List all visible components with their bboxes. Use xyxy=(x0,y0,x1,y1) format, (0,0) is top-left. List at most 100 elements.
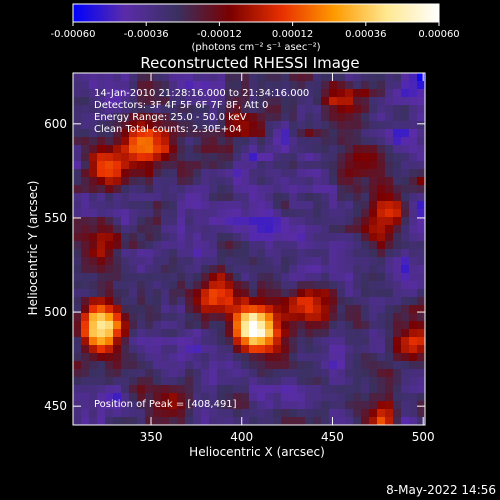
heatmap-cell xyxy=(113,97,122,106)
heatmap-cell xyxy=(137,289,146,298)
heatmap-cell xyxy=(201,369,210,378)
heatmap-cell xyxy=(145,73,154,82)
heatmap-cell xyxy=(81,313,90,322)
heatmap-cell xyxy=(201,305,210,314)
heatmap-cell xyxy=(193,281,202,290)
heatmap-cell xyxy=(169,73,178,82)
heatmap-cell xyxy=(281,385,290,394)
heatmap-cell xyxy=(393,369,402,378)
heatmap-cell xyxy=(169,129,178,138)
heatmap-cell xyxy=(417,417,425,425)
heatmap-cell xyxy=(113,409,122,418)
heatmap-cell xyxy=(361,361,370,370)
heatmap-cell xyxy=(401,113,410,122)
heatmap-cell xyxy=(81,353,90,362)
heatmap-cell xyxy=(241,241,250,250)
heatmap-cell xyxy=(161,345,170,354)
heatmap-cell xyxy=(225,185,234,194)
heatmap-cell xyxy=(233,217,242,226)
heatmap-cell xyxy=(417,409,425,418)
heatmap-cell xyxy=(265,249,274,258)
heatmap-cell xyxy=(249,257,258,266)
heatmap-cell xyxy=(297,121,306,130)
heatmap-cell xyxy=(289,337,298,346)
heatmap-cell xyxy=(217,113,226,122)
heatmap-cell xyxy=(329,369,338,378)
heatmap-cell xyxy=(417,345,425,354)
heatmap-cell xyxy=(385,329,394,338)
heatmap-cell xyxy=(121,145,130,154)
heatmap-cell xyxy=(265,385,274,394)
heatmap-cell xyxy=(393,217,402,226)
heatmap-cell xyxy=(281,297,290,306)
heatmap-cell xyxy=(241,401,250,410)
heatmap-cell xyxy=(361,401,370,410)
heatmap-cell xyxy=(201,353,210,362)
heatmap-cell xyxy=(169,225,178,234)
heatmap-cell xyxy=(145,121,154,130)
heatmap-cell xyxy=(97,289,106,298)
heatmap-cell xyxy=(417,161,425,170)
heatmap-cell xyxy=(137,385,146,394)
heatmap-cell xyxy=(297,161,306,170)
heatmap-cell xyxy=(169,217,178,226)
heatmap-cell xyxy=(321,169,330,178)
heatmap-cell xyxy=(361,121,370,130)
heatmap-cell xyxy=(137,321,146,330)
heatmap-cell xyxy=(369,361,378,370)
heatmap-cell xyxy=(369,161,378,170)
heatmap-cell xyxy=(81,393,90,402)
heatmap-cell xyxy=(249,193,258,202)
heatmap-cell xyxy=(73,289,82,298)
heatmap-cell xyxy=(337,201,346,210)
heatmap-cell xyxy=(145,401,154,410)
heatmap-cell xyxy=(329,337,338,346)
heatmap-cell xyxy=(193,169,202,178)
heatmap-cell xyxy=(361,273,370,282)
heatmap-cell xyxy=(233,321,242,330)
heatmap-cell xyxy=(377,393,386,402)
heatmap-cell xyxy=(209,409,218,418)
heatmap-cell xyxy=(193,89,202,98)
heatmap-cell xyxy=(225,393,234,402)
heatmap-cell xyxy=(201,185,210,194)
heatmap-cell xyxy=(361,369,370,378)
heatmap-cell xyxy=(161,233,170,242)
heatmap-cell xyxy=(313,73,322,82)
heatmap-cell xyxy=(385,145,394,154)
heatmap-cell xyxy=(129,217,138,226)
heatmap-cell xyxy=(225,249,234,258)
heatmap-cell xyxy=(377,169,386,178)
heatmap-cell xyxy=(137,377,146,386)
heatmap-cell xyxy=(161,257,170,266)
heatmap-cell xyxy=(81,417,90,425)
heatmap-cell xyxy=(385,249,394,258)
heatmap-cell xyxy=(97,201,106,210)
heatmap-cell xyxy=(105,121,114,130)
heatmap-cell xyxy=(297,217,306,226)
heatmap-cell xyxy=(209,369,218,378)
heatmap-cell xyxy=(249,417,258,425)
heatmap-cell xyxy=(289,353,298,362)
heatmap-cell xyxy=(193,97,202,106)
heatmap-cell xyxy=(361,177,370,186)
heatmap-cell xyxy=(257,89,266,98)
heatmap-cell xyxy=(257,145,266,154)
heatmap-cell xyxy=(393,297,402,306)
heatmap-cell xyxy=(97,369,106,378)
heatmap-cell xyxy=(273,81,282,90)
heatmap-cell xyxy=(129,129,138,138)
heatmap-cell xyxy=(121,137,130,146)
heatmap-cell xyxy=(281,233,290,242)
heatmap-cell xyxy=(345,369,354,378)
heatmap-cell xyxy=(313,329,322,338)
heatmap-cell xyxy=(89,353,98,362)
heatmap-cell xyxy=(409,233,418,242)
heatmap-cell xyxy=(161,297,170,306)
heatmap-cell xyxy=(281,225,290,234)
heatmap-cell xyxy=(177,337,186,346)
heatmap-cell xyxy=(89,193,98,202)
heatmap-cell xyxy=(137,313,146,322)
heatmap-cell xyxy=(393,305,402,314)
heatmap-cell xyxy=(97,193,106,202)
